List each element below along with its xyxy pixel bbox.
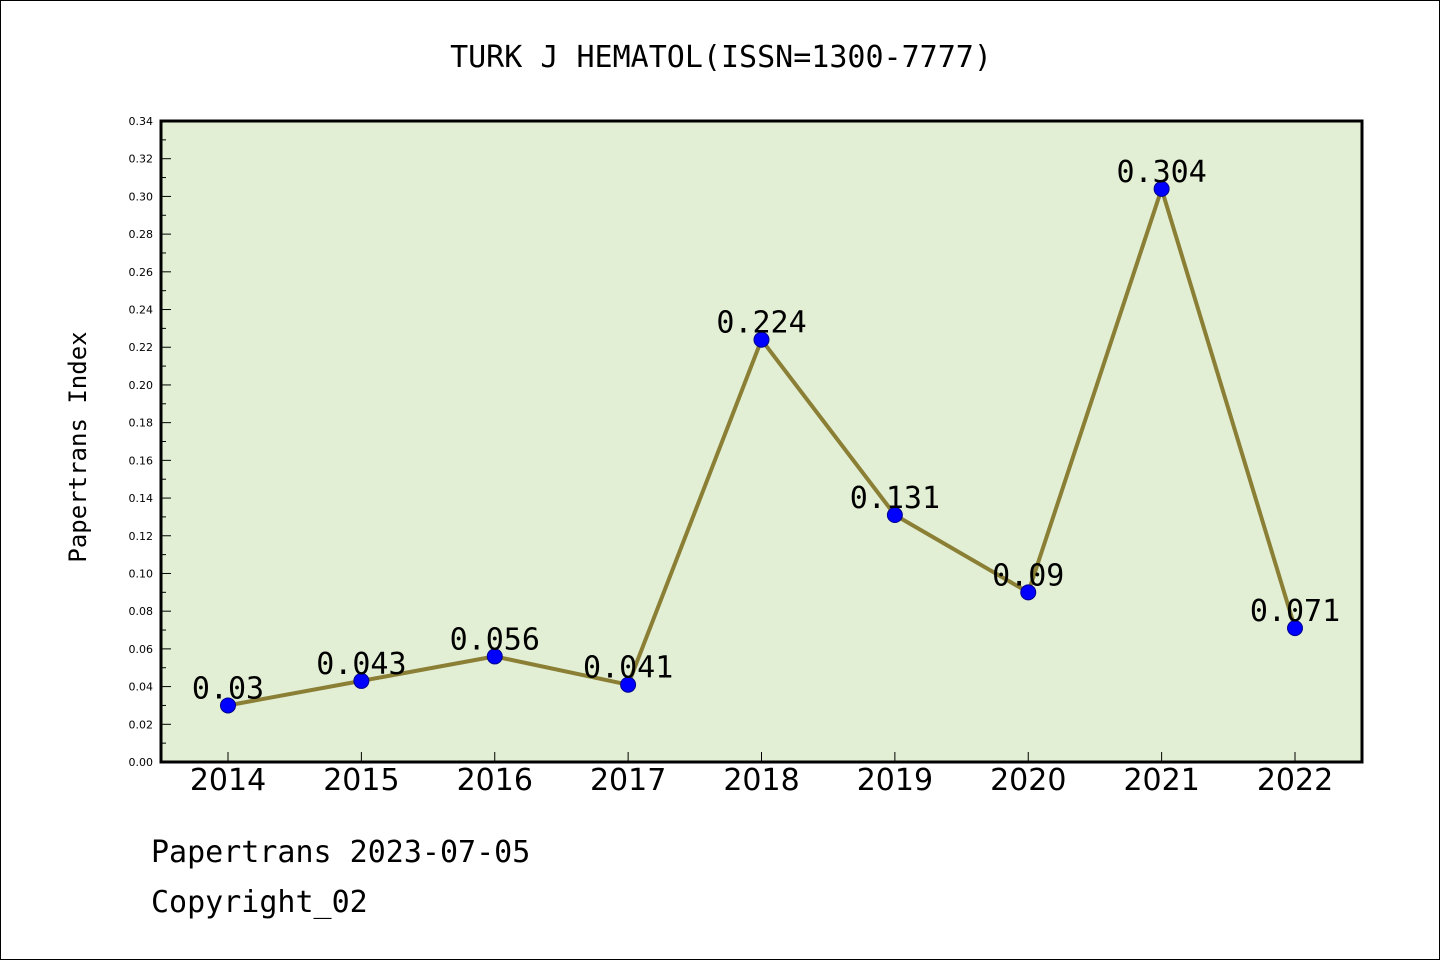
data-label: 0.03 [192,671,264,706]
data-point-marker [353,672,370,689]
data-point-marker [1153,180,1170,197]
data-label: 0.131 [850,481,940,516]
x-tick-label: 2020 [990,763,1066,798]
y-tick-label: 0.22 [129,341,154,354]
y-tick-label: 0.12 [129,530,154,543]
y-tick-label: 0.34 [129,115,154,128]
data-label: 0.224 [716,306,806,341]
y-tick-label: 0.00 [129,756,154,769]
footer-date-text: Papertrans 2023-07-05 [151,835,531,870]
data-label: 0.041 [583,651,673,686]
data-point-marker [1020,584,1037,601]
data-point-marker [1287,620,1303,637]
data-point-marker [486,648,503,665]
data-point-marker [620,676,637,693]
series-line-group [220,180,1303,714]
y-tick-label: 0.26 [129,266,154,279]
x-tick-label: 2022 [1257,763,1333,798]
y-tick-label: 0.16 [129,454,154,467]
footer-copyright-text: Copyright_02 [151,885,368,920]
x-tick-label: 2017 [590,763,666,798]
data-label: 0.304 [1116,155,1206,190]
y-tick-label: 0.14 [129,492,154,505]
data-label: 0.043 [316,647,406,682]
y-tick-label: 0.30 [129,190,154,203]
x-tick-label: 2016 [457,763,533,798]
x-tick-label: 2015 [323,763,399,798]
y-tick-label: 0.18 [129,417,154,430]
x-tick-label: 2018 [723,763,799,798]
y-tick-label: 0.32 [129,153,154,166]
data-label-group: 0.03 0.043 0.056 0.041 0.224 0.131 0.09 0.304 0.… [192,155,1340,707]
y-tick-label: 0.10 [129,567,154,580]
chart-title: TURK J HEMATOL(ISSN=1300-7777) [450,40,992,75]
y-axis: 0.00 0.02 0.04 0.06 0.08 0.10 0.12 0.14 0.16 0.18… [129,115,171,769]
y-tick-label: 0.28 [129,228,154,241]
y-tick-label: 0.08 [129,605,154,618]
y-tick-label: 0.20 [129,379,154,392]
x-axis: 2014 2015 2016 2017 2018 2019 2020 2021 2022 [190,752,1333,798]
data-label: 0.071 [1250,594,1340,629]
y-tick-label: 0.24 [129,304,154,317]
x-tick-label: 2019 [857,763,933,798]
data-point-marker [753,331,770,348]
data-label: 0.09 [992,558,1064,593]
x-tick-label: 2014 [190,763,266,798]
y-tick-label: 0.02 [129,718,154,731]
y-axis-label: Papertrans Index [64,331,92,562]
plot-area [161,121,1362,762]
data-label: 0.056 [450,622,540,657]
plot-border [159,119,1364,764]
data-point-marker [220,697,236,714]
y-tick-label: 0.04 [129,681,154,694]
y-tick-label: 0.06 [129,643,154,656]
data-point-marker [886,507,903,524]
x-tick-label: 2021 [1123,763,1199,798]
